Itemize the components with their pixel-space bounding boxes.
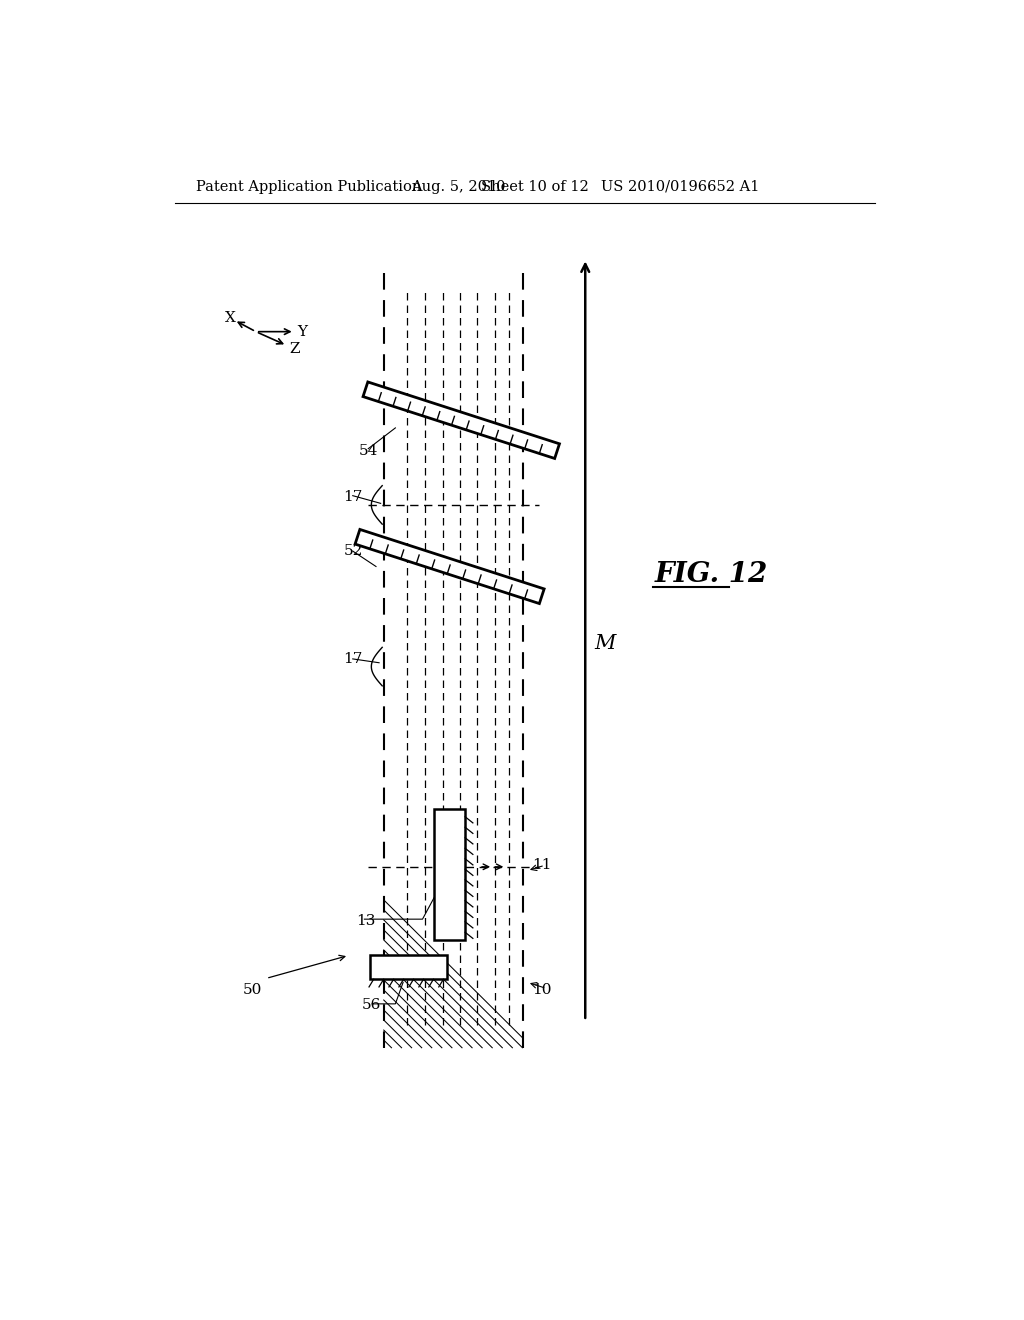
- Text: 13: 13: [356, 913, 376, 928]
- Bar: [370, 954, 447, 979]
- Text: 54: 54: [359, 444, 378, 458]
- Text: 17: 17: [343, 652, 362, 665]
- Text: 17: 17: [343, 490, 362, 504]
- Text: 50: 50: [243, 983, 262, 997]
- Text: Z: Z: [289, 342, 300, 355]
- Text: 52: 52: [343, 544, 362, 558]
- Polygon shape: [355, 529, 544, 603]
- Text: X: X: [225, 310, 236, 325]
- Text: 11: 11: [532, 858, 552, 873]
- Text: 56: 56: [362, 998, 381, 1012]
- Text: M: M: [595, 634, 615, 653]
- Text: FIG. 12: FIG. 12: [655, 561, 768, 587]
- Text: 10: 10: [532, 983, 552, 997]
- Text: Sheet 10 of 12: Sheet 10 of 12: [480, 180, 589, 194]
- Text: Aug. 5, 2010: Aug. 5, 2010: [411, 180, 506, 194]
- Text: Y: Y: [298, 325, 308, 339]
- Text: US 2010/0196652 A1: US 2010/0196652 A1: [601, 180, 759, 194]
- Polygon shape: [364, 381, 559, 458]
- Bar: [434, 809, 465, 940]
- Text: Patent Application Publication: Patent Application Publication: [197, 180, 422, 194]
